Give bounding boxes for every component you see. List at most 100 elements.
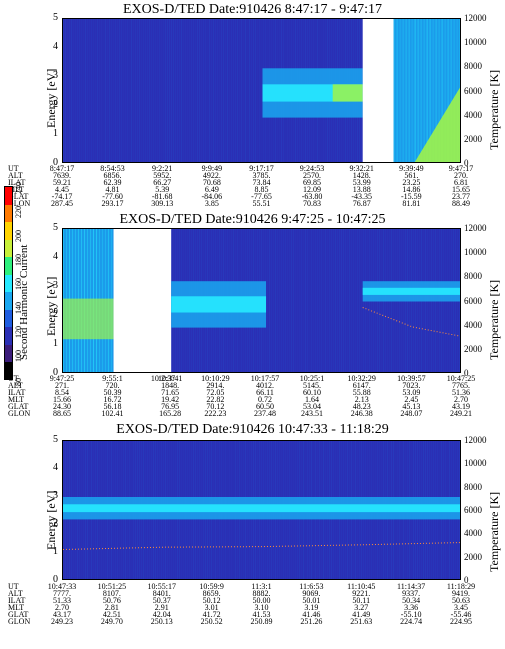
table-cell: -77.60 — [102, 192, 123, 201]
table-cell: 6856. — [103, 171, 122, 180]
table-cell: 41.72 — [202, 610, 221, 619]
panel-2-spectrogram — [63, 229, 460, 372]
texture-stripe — [301, 229, 302, 372]
temperature-tick-label: 12000 — [464, 13, 487, 23]
texture-stripe — [189, 19, 190, 162]
table-cell: 2.13 — [354, 395, 369, 404]
table-cell: 3.10 — [254, 603, 269, 612]
texture-stripe — [309, 229, 310, 372]
table-cell: 9:47:25 — [49, 374, 75, 383]
table-cell: 270. — [454, 171, 468, 180]
texture-stripe — [117, 19, 118, 162]
texture-stripe — [245, 19, 246, 162]
table-row: ILAT 59.21 62.39 66.27 70.68 73.84 69.85 53.99 2… — [8, 178, 488, 187]
table-cell: 43.17 — [53, 610, 71, 619]
texture-stripe — [333, 229, 334, 372]
energy-tick-label: 4 — [53, 462, 58, 473]
table-cell: 59.21 — [53, 178, 71, 187]
table-row-label: ILAT — [8, 178, 26, 187]
texture-stripe — [273, 229, 274, 372]
table-row: GLON 88.65 102.41 165.28 222.23 237.48 243.51 2… — [8, 409, 488, 418]
table-cell: 2.70 — [454, 395, 468, 404]
texture-stripe — [141, 19, 142, 162]
texture-stripe — [361, 229, 362, 372]
texture-stripe — [337, 229, 338, 372]
texture-stripe — [123, 19, 124, 162]
texture-stripe — [137, 19, 138, 162]
table-row: GLAT 24.30 56.18 76.95 70.12 60.50 53.04 48.23 4… — [8, 402, 488, 411]
table-cell: 9:32:21 — [349, 164, 374, 173]
table-cell: 5145. — [303, 381, 322, 390]
table-row: ILAT 8.54 50.39 71.65 72.05 66.11 60.10 55.88 53… — [8, 388, 488, 397]
table-cell: 10:59:9 — [199, 582, 224, 591]
table-row: MLT 15.66 16.72 19.42 22.82 0.72 1.64 2.13 2.45 2… — [8, 395, 488, 404]
texture-stripe — [291, 229, 292, 372]
table-cell: 9:9:49 — [201, 164, 223, 173]
energy-tick-label: 1 — [53, 546, 58, 557]
table-cell: 10:32:29 — [347, 374, 376, 383]
texture-stripe — [283, 229, 284, 372]
table-cell: 9:24:53 — [299, 164, 325, 173]
table-row: GLON 287.45 293.17 309.13 3.85 55.51 70.83 76.8… — [8, 199, 488, 208]
broadband-stripe — [438, 19, 440, 162]
table-cell: 12.09 — [303, 185, 322, 194]
table-cell: 42.04 — [152, 610, 171, 619]
table-cell: 9:47:17 — [448, 164, 474, 173]
emission-band-peak — [332, 84, 363, 102]
table-cell: 8401. — [152, 589, 171, 598]
table-cell: 72.05 — [206, 388, 225, 397]
table-cell: -15.59 — [401, 192, 422, 201]
table-cell: 7639. — [53, 171, 71, 180]
table-cell: 50.76 — [102, 596, 121, 605]
texture-stripe — [73, 19, 74, 162]
texture-stripe — [237, 19, 238, 162]
table-cell: 11:10:45 — [347, 582, 376, 591]
table-cell: 4922. — [202, 171, 221, 180]
panel-3-plot — [62, 440, 461, 580]
table-cell: 2.70 — [55, 603, 69, 612]
texture-stripe — [225, 19, 226, 162]
table-row: UT 9:47:25 9:55:1 10:2:37 10:3:41 10:10:29 10:… — [8, 374, 488, 383]
texture-stripe — [133, 19, 134, 162]
texture-stripe — [335, 229, 336, 372]
temperature-tick-label: 8000 — [464, 271, 482, 282]
table-cell: -63.80 — [301, 192, 323, 201]
table-cell: 41.49 — [352, 610, 371, 619]
broadband-stripe — [441, 19, 443, 162]
table-cell: 10:17:57 — [250, 374, 280, 383]
colorbar-tick-label: 220 — [14, 206, 23, 218]
broadband-stripe — [408, 19, 410, 162]
table-cell: 224.74 — [400, 617, 423, 626]
table-cell: 42.51 — [102, 610, 121, 619]
temperature-tick-label: 12000 — [464, 435, 487, 445]
broadband-hot-region — [414, 87, 460, 162]
table-cell: 41.53 — [252, 610, 271, 619]
table-cell: 81.81 — [402, 199, 421, 208]
texture-stripe — [357, 229, 358, 372]
table-cell: 1428. — [352, 171, 371, 180]
texture-stripe — [323, 229, 324, 372]
texture-stripe — [219, 19, 220, 162]
temperature-tick-label: 10000 — [464, 247, 487, 258]
texture-stripe — [177, 19, 178, 162]
table-cell: 41.46 — [302, 610, 321, 619]
temperature-tick-label: 8000 — [464, 481, 482, 492]
table-cell: 70.12 — [206, 402, 225, 411]
table-row-label: ALT — [8, 589, 23, 598]
texture-stripe — [229, 19, 230, 162]
broadband-stripe — [393, 19, 395, 162]
temperature-tick-label: 0 — [464, 368, 469, 378]
broadband-stripe — [405, 19, 407, 162]
texture-stripe — [195, 19, 196, 162]
texture-stripe — [241, 19, 242, 162]
table-cell: 222.23 — [204, 409, 227, 418]
texture-stripe — [69, 19, 70, 162]
texture-stripe — [71, 19, 72, 162]
table-row-label: ALT — [8, 381, 23, 390]
texture-stripe — [121, 19, 122, 162]
table-cell: 66.27 — [153, 178, 172, 187]
colorbar-tick-label: 240 — [14, 182, 23, 194]
table-cell: 23.77 — [452, 192, 470, 201]
table-cell: 15.65 — [452, 185, 470, 194]
table-cell: 2.91 — [154, 603, 169, 612]
